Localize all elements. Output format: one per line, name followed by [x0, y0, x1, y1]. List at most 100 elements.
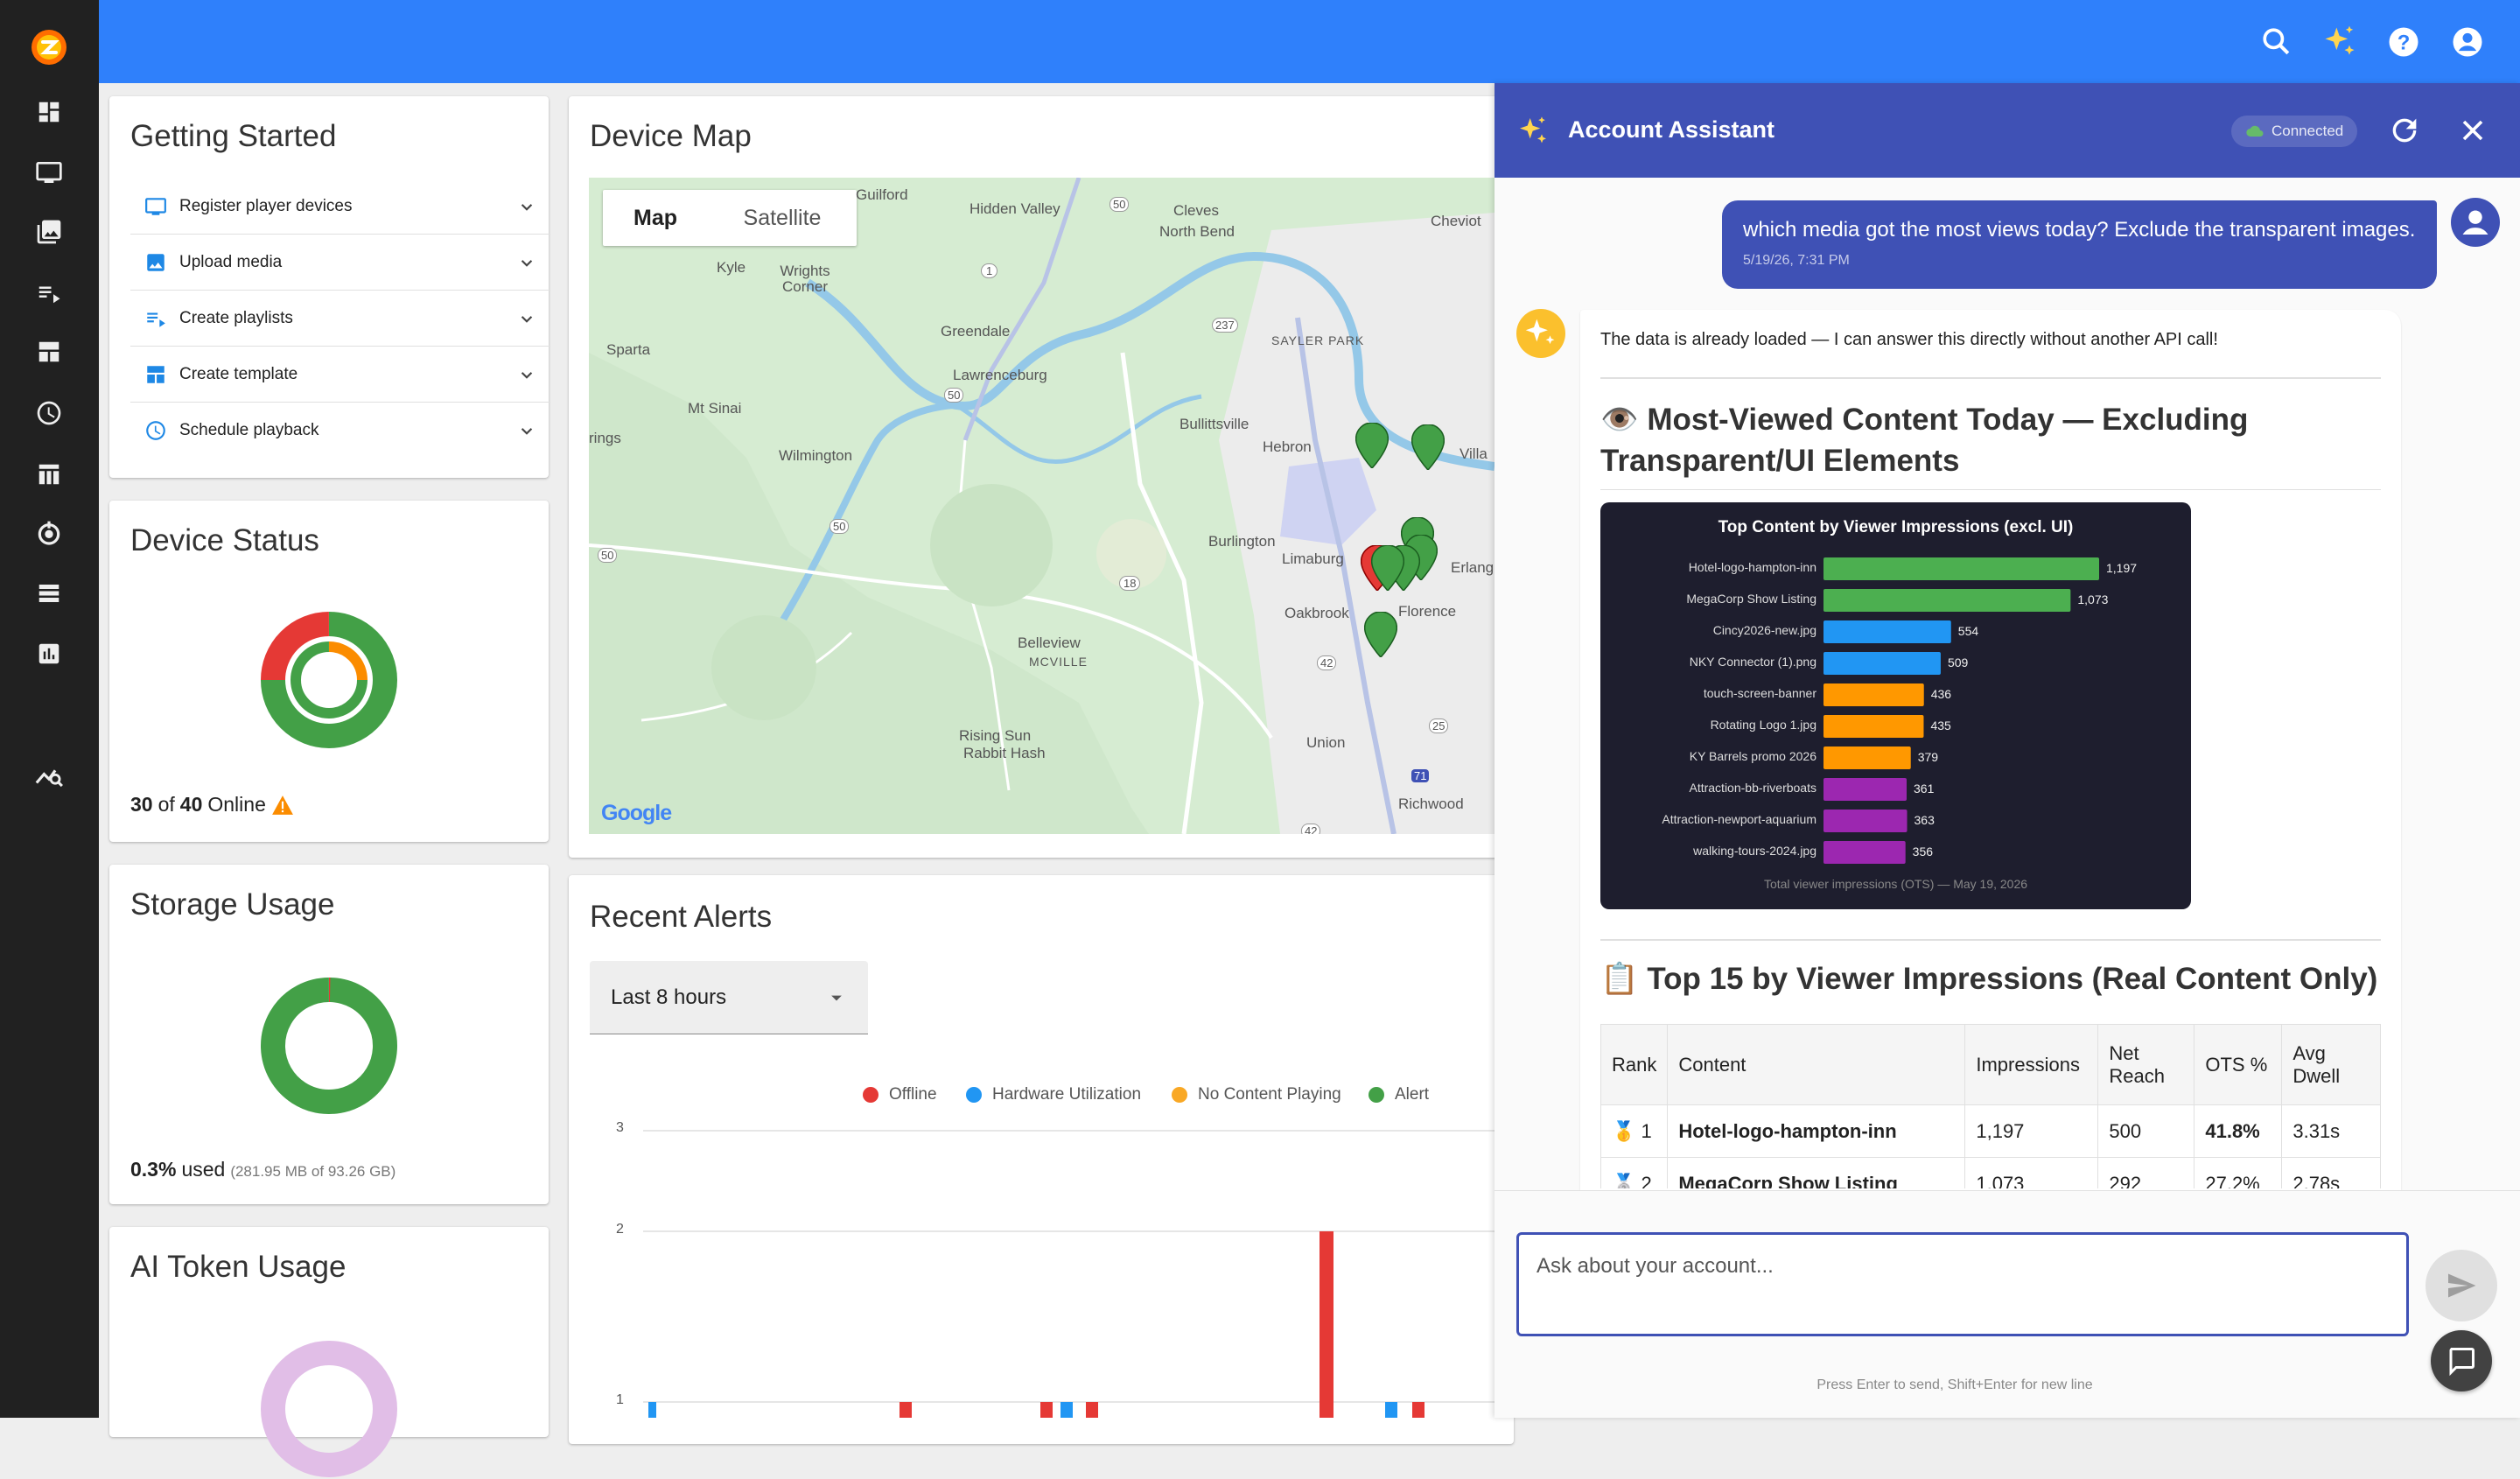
dwell-cell: 3.31s	[2282, 1105, 2381, 1158]
reply-heading-2: 📋 Top 15 by Viewer Impressions (Real Con…	[1600, 961, 2381, 997]
help-icon[interactable]: ?	[2384, 23, 2423, 61]
device-status-card: Device Status 30 of 40 Online	[109, 501, 549, 842]
list-icon[interactable]	[28, 572, 70, 614]
nav-rail	[0, 0, 99, 1418]
schedule-icon[interactable]	[28, 392, 70, 434]
col-header: Net Reach	[2098, 1025, 2194, 1105]
refresh-icon[interactable]	[2387, 113, 2422, 148]
device-marker-online[interactable]	[1364, 612, 1397, 657]
gs-item-label: Register player devices	[179, 197, 515, 216]
connection-status: Connected	[2231, 116, 2357, 147]
message-input[interactable]: Ask about your account...	[1516, 1232, 2409, 1336]
account-icon[interactable]	[2448, 23, 2487, 61]
ai-token-card: AI Token Usage	[109, 1227, 549, 1437]
legend-alert[interactable]: Alert	[1368, 1085, 1429, 1104]
gs-item-schedule[interactable]: Schedule playback	[130, 403, 550, 459]
alert-bar	[1412, 1402, 1424, 1418]
template-icon[interactable]	[28, 331, 70, 373]
top-content-table-wrap: Rank Content Impressions Net Reach OTS %…	[1600, 1024, 2381, 1188]
gs-item-label: Create template	[179, 365, 515, 384]
reach-cell: 500	[2098, 1105, 2194, 1158]
map-place-label: Rabbit Hash	[963, 745, 1046, 762]
storage-detail: (281.95 MB of 93.26 GB)	[230, 1163, 396, 1181]
road-shield: 50	[598, 548, 617, 563]
media-library-icon[interactable]	[28, 211, 70, 253]
map-tab[interactable]: Map	[603, 190, 708, 246]
insights-icon[interactable]	[28, 754, 70, 796]
bar	[1824, 778, 1907, 801]
category-label: Attraction-newport-aquarium	[1662, 812, 1816, 826]
ots-cell: 27.2%	[2194, 1158, 2282, 1189]
alerts-chart	[643, 1120, 1496, 1418]
map-place-label: Limaburg	[1282, 550, 1344, 568]
send-button[interactable]	[2426, 1250, 2497, 1321]
legend-no-content[interactable]: No Content Playing	[1172, 1085, 1341, 1104]
brand-logo[interactable]	[28, 26, 70, 68]
value-label: 1,073	[2077, 592, 2108, 606]
device-map[interactable]: Map Satellite Guilford Hidden Valley Cle…	[589, 178, 1494, 834]
road-shield: 50	[830, 519, 849, 534]
playlist-icon[interactable]	[28, 272, 70, 314]
map-place-label: North Bend	[1159, 223, 1235, 241]
divider	[1600, 489, 2381, 490]
monitor-icon[interactable]	[28, 151, 70, 193]
online-count: 30	[130, 793, 153, 817]
map-place-label: Guilford	[856, 186, 908, 204]
gs-item-upload[interactable]: Upload media	[130, 235, 550, 291]
storage-donut[interactable]	[259, 976, 399, 1116]
y-tick: 2	[616, 1222, 624, 1237]
sparkle-icon[interactable]	[2320, 23, 2359, 61]
reply-heading-1-text: Most-Viewed Content Today — Excluding Tr…	[1600, 403, 2248, 478]
top-content-table: Rank Content Impressions Net Reach OTS %…	[1600, 1024, 2381, 1188]
medal-icon: 🥇	[1612, 1120, 1635, 1142]
chat-fab[interactable]	[2431, 1330, 2492, 1391]
device-map-title: Device Map	[590, 119, 752, 154]
dashboard-icon[interactable]	[28, 91, 70, 133]
search-icon[interactable]	[2258, 23, 2296, 61]
sparkle-icon	[1516, 114, 1550, 149]
content-cell: Hotel-logo-hampton-inn	[1668, 1105, 1965, 1158]
calendar-grid-icon[interactable]	[28, 453, 70, 495]
chart-title: Top Content by Viewer Impressions (excl.…	[1600, 518, 2191, 537]
map-place-label: Villa	[1460, 445, 1488, 463]
impressions-chart[interactable]: Top Content by Viewer Impressions (excl.…	[1600, 502, 2191, 909]
map-place-label: SAYLER PARK	[1271, 333, 1364, 347]
value-label: 554	[1958, 624, 1979, 638]
device-marker-online[interactable]	[1371, 545, 1404, 591]
device-marker-online[interactable]	[1355, 423, 1389, 468]
gs-item-template[interactable]: Create template	[130, 347, 550, 403]
device-marker-online[interactable]	[1411, 424, 1445, 470]
warning-icon	[271, 795, 294, 816]
getting-started-title: Getting Started	[130, 119, 336, 154]
gs-item-register[interactable]: Register player devices	[130, 179, 550, 235]
dropdown-arrow-icon	[824, 985, 849, 1010]
satellite-tab[interactable]: Satellite	[708, 190, 857, 246]
value-label: 435	[1930, 718, 1951, 732]
gs-item-label: Create playlists	[179, 309, 515, 328]
gs-item-playlists[interactable]: Create playlists	[130, 291, 550, 347]
device-status-title: Device Status	[130, 523, 319, 558]
analytics-icon[interactable]	[28, 633, 70, 675]
donut-segment-free	[273, 990, 385, 1102]
value-label: 363	[1914, 813, 1936, 827]
donut-segment-warning	[329, 647, 362, 680]
close-icon[interactable]	[2455, 113, 2490, 148]
road-shield: 1	[981, 263, 998, 278]
legend-offline[interactable]: Offline	[863, 1085, 937, 1104]
input-placeholder: Ask about your account...	[1536, 1254, 1774, 1278]
value-label: 509	[1948, 655, 1969, 669]
time-range-select[interactable]: Last 8 hours	[590, 961, 868, 1034]
legend-hardware[interactable]: Hardware Utilization	[966, 1085, 1141, 1104]
ai-token-donut[interactable]	[259, 1339, 399, 1479]
google-logo: Google	[601, 801, 671, 826]
bar	[1824, 715, 1923, 738]
map-place-label: Cheviot	[1431, 213, 1481, 230]
category-label: Cincy2026-new.jpg	[1713, 623, 1816, 637]
google-wordmark: Google	[601, 801, 671, 825]
campaign-icon[interactable]	[28, 512, 70, 554]
total-count: 40	[180, 793, 203, 817]
device-status-donut[interactable]	[259, 610, 399, 750]
connection-label: Connected	[2272, 123, 2343, 140]
chat-icon	[2446, 1345, 2477, 1377]
